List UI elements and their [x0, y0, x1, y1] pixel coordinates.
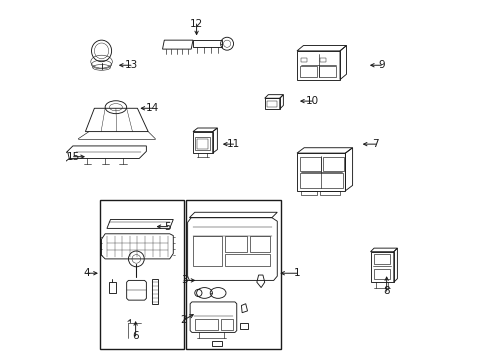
Bar	[196, 139, 208, 149]
Text: 7: 7	[372, 139, 379, 149]
Bar	[195, 136, 210, 150]
Bar	[193, 235, 221, 266]
Text: 10: 10	[306, 96, 319, 106]
Bar	[100, 200, 184, 348]
Text: 11: 11	[227, 139, 240, 149]
Text: 5: 5	[165, 222, 171, 231]
Bar	[152, 279, 158, 304]
Bar	[250, 235, 270, 252]
Text: 15: 15	[67, 152, 80, 162]
Bar	[300, 157, 320, 171]
Text: 6: 6	[132, 331, 139, 341]
Bar	[300, 173, 343, 188]
Text: 1: 1	[294, 268, 300, 278]
Bar	[300, 66, 317, 77]
Bar	[186, 200, 281, 348]
Bar	[225, 253, 270, 266]
Text: 3: 3	[181, 275, 187, 285]
Bar	[318, 66, 336, 77]
Bar	[301, 58, 307, 62]
Bar	[195, 319, 218, 329]
Text: 12: 12	[190, 19, 203, 29]
Text: 14: 14	[146, 103, 159, 113]
Bar	[320, 58, 326, 62]
Bar	[267, 101, 277, 107]
Text: 9: 9	[378, 60, 385, 70]
Bar	[220, 319, 233, 329]
Bar	[374, 269, 390, 279]
Bar	[374, 254, 390, 264]
Text: 8: 8	[383, 286, 390, 296]
Bar	[225, 235, 247, 252]
Text: 4: 4	[84, 268, 91, 278]
Text: 2: 2	[181, 315, 187, 325]
Text: 13: 13	[124, 60, 138, 70]
Bar	[323, 157, 343, 171]
